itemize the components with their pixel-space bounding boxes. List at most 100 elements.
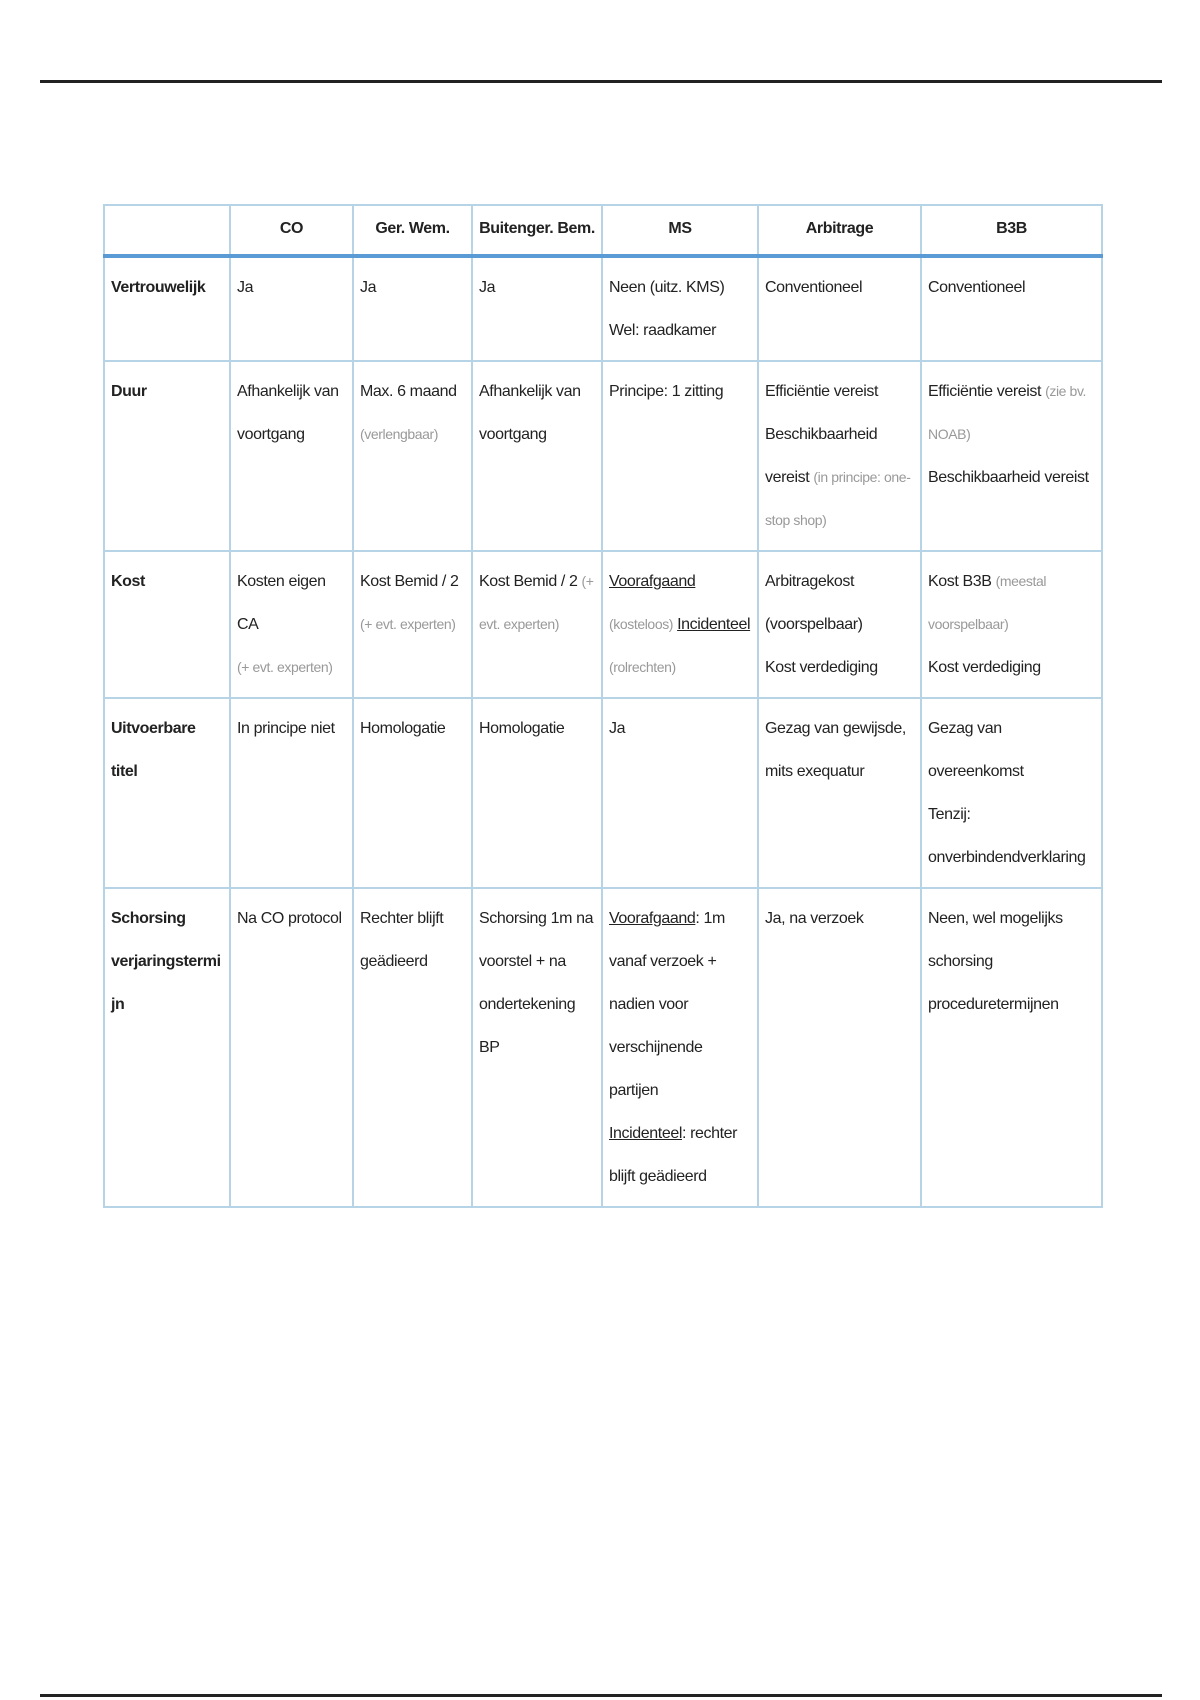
cell-text: Conventioneel [928,279,1026,296]
table-cell: Ja [229,255,354,362]
table-row: Kost Kosten eigen CA (+ evt. experten) Ko… [103,550,1103,699]
cell-text: (meestal voorspelbaar) [928,573,1047,632]
table-cell: Kost Bemid / 2 (+ evt. experten) [471,550,603,699]
column-header: B3B [920,204,1103,258]
table-cell: Gezag van gewijsde, mits exequatur [757,697,922,889]
table-cell: Arbitragekost (voorspelbaar) Kost verdedi… [757,550,922,699]
cell-text: Wel: raadkamer [609,322,717,339]
cell-text: Ja, na verzoek [765,910,864,927]
cell-text: Kost B3B [928,573,992,590]
row-label: Kost [103,550,231,699]
column-header: Arbitrage [757,204,922,258]
table-cell: Efficiëntie vereist (zie bv. NOAB) Beschi… [920,360,1103,552]
cell-text: Afhankelijk van voortgang [237,383,339,443]
column-header: Ger. Wem. [352,204,473,258]
cell-text: (+ evt. experten) [237,659,333,675]
cell-text: (rolrechten) [609,659,676,675]
cell-text: Homologatie [360,720,446,737]
table-row: CO Ger. Wem. Buitenger. Bem. MS Arbitrage B3B [103,204,1103,258]
table-cell: Voorafgaand: 1m vanaf verzoek + nadien v… [601,887,759,1208]
cell-text: Gezag van gewijsde, mits exequatur [765,720,906,780]
cell-text: Efficiëntie vereist [765,383,879,400]
cell-text: Ja [360,279,377,296]
cell-text: Beschikbaarheid vereist [928,469,1089,486]
table-cell: Ja [352,255,473,362]
column-header: CO [229,204,354,258]
table-cell: Homologatie [471,697,603,889]
cell-text: : 1m vanaf verzoek + nadien voor verschi… [609,910,725,1099]
table-cell: Neen, wel mogelijks schorsing proceduret… [920,887,1103,1208]
cell-text: : rechter blijft geädieerd [609,1125,738,1185]
cell-text: Incidenteel [677,616,751,633]
cell-text: Neen, wel mogelijks schorsing proceduret… [928,910,1063,1013]
row-label: Schorsing verjaringstermijn [103,887,231,1208]
table-cell: Na CO protocol [229,887,354,1208]
row-label: Uitvoerbare titel [103,697,231,889]
cell-text: Kost Bemid / 2 [479,573,578,590]
cell-text: Homologatie [479,720,565,737]
cell-text: Ja [237,279,254,296]
cell-text: Principe: 1 zitting [609,383,724,400]
table-cell: Schorsing 1m na voorstel + na onderteken… [471,887,603,1208]
cell-text: Arbitragekost (voorspelbaar) [765,573,863,633]
cell-text: Ja [479,279,496,296]
cell-text: Neen (uitz. KMS) [609,279,725,296]
cell-text: In principe niet [237,720,335,737]
table-cell: Voorafgaand (kosteloos) Incidenteel (rolre… [601,550,759,699]
table-cell: In principe niet [229,697,354,889]
cell-text: Kost verdediging [765,659,878,676]
cell-text: Afhankelijk van voortgang [479,383,581,443]
cell-text: (zie bv. NOAB) [928,383,1086,442]
cell-text: Kosten eigen CA [237,573,326,633]
table-cell: Max. 6 maand (verlengbaar) [352,360,473,552]
table-row: Vertrouwelijk Ja Ja Ja Neen (uitz. KMS) Wel… [103,255,1103,362]
table-cell: Afhankelijk van voortgang [229,360,354,552]
cell-text: Gezag van overeenkomst [928,720,1024,780]
cell-text: Voorafgaand [609,573,696,590]
table-row: Uitvoerbare titel In principe niet Homolo… [103,697,1103,889]
table-cell: Conventioneel [920,255,1103,362]
cell-text: Max. 6 maand [360,383,457,400]
row-label: Vertrouwelijk [103,255,231,362]
comparison-table: CO Ger. Wem. Buitenger. Bem. MS Arbitrage B3B… [103,204,1103,1208]
cell-text: Rechter blijft geädieerd [360,910,444,970]
table-row: Schorsing verjaringstermijn Na CO protoc… [103,887,1103,1208]
table-cell: Neen (uitz. KMS) Wel: raadkamer [601,255,759,362]
row-label: Duur [103,360,231,552]
cell-text: Schorsing 1m na voorstel + na onderteken… [479,910,594,1056]
cell-text: Beschikbaarheid vereist [765,426,878,486]
column-header: Buitenger. Bem. [471,204,603,258]
table-cell: Kost B3B (meestal voorspelbaar) Kost verd… [920,550,1103,699]
table-cell: Ja [601,697,759,889]
footer-rule [40,1694,1162,1697]
cell-text: Kost verdediging [928,659,1041,676]
cell-text: Kost Bemid / 2 [360,573,459,590]
cell-text: (+ evt. experten) [479,573,594,632]
table-cell: Kost Bemid / 2 (+ evt. experten) [352,550,473,699]
table-cell: Gezag van overeenkomst Tenzij: onverbinde… [920,697,1103,889]
cell-text: Conventioneel [765,279,863,296]
cell-text: Incidenteel [609,1125,682,1142]
table-row: Duur Afhankelijk van voortgang Max. 6 ma… [103,360,1103,552]
table-cell: Homologatie [352,697,473,889]
cell-text: Efficiëntie vereist [928,383,1042,400]
column-header: MS [601,204,759,258]
cell-text: (in principe: one-stop shop) [765,469,911,528]
cell-text: Ja [609,720,626,737]
column-header [103,204,231,258]
cell-text: (kosteloos) [609,616,674,632]
table-cell: Rechter blijft geädieerd [352,887,473,1208]
table-cell: Kosten eigen CA (+ evt. experten) [229,550,354,699]
table-cell: Ja [471,255,603,362]
cell-text: Voorafgaand [609,910,696,927]
cell-text: (+ evt. experten) [360,616,456,632]
table-cell: Efficiëntie vereist Beschikbaarheid verei… [757,360,922,552]
cell-text: Tenzij: onverbindendverklaring [928,806,1086,866]
header-rule [40,80,1162,83]
cell-text: Na CO protocol [237,910,342,927]
table-cell: Conventioneel [757,255,922,362]
table-cell: Principe: 1 zitting [601,360,759,552]
cell-text: (verlengbaar) [360,426,439,442]
table-cell: Ja, na verzoek [757,887,922,1208]
